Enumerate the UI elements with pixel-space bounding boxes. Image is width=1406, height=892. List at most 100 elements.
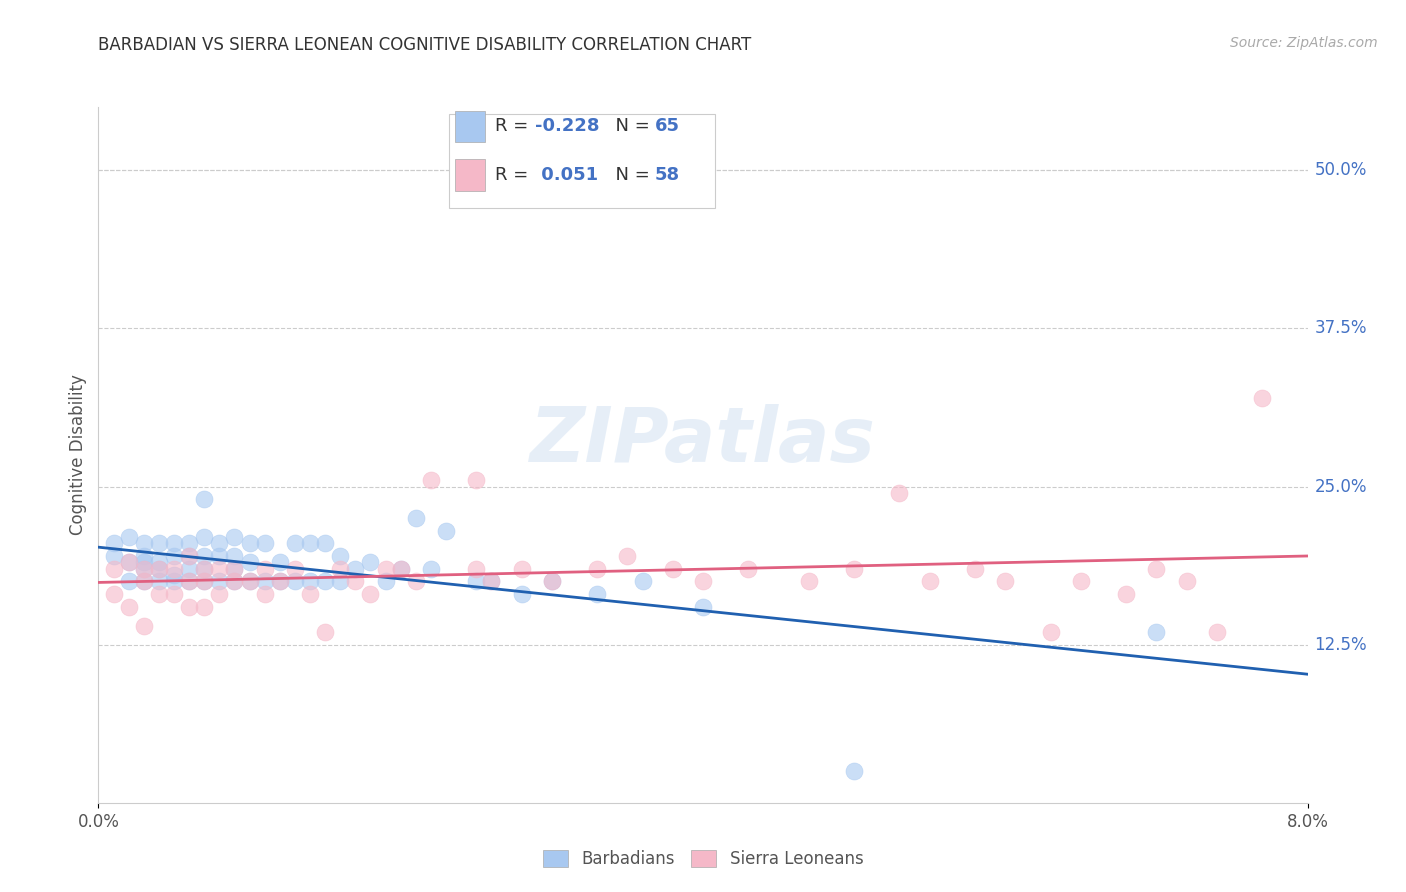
Point <box>1251 391 1274 405</box>
Point <box>208 574 231 589</box>
Point <box>329 562 352 576</box>
Point <box>148 587 170 601</box>
Point <box>994 574 1017 589</box>
Point <box>284 536 307 550</box>
Point <box>132 536 155 550</box>
Point <box>405 511 427 525</box>
Point <box>208 562 231 576</box>
Point <box>253 574 276 589</box>
Point <box>239 574 262 589</box>
Text: R =: R = <box>495 117 534 135</box>
Point <box>616 549 638 563</box>
Point <box>132 562 155 576</box>
Point <box>224 562 246 576</box>
Point <box>253 562 276 576</box>
Point <box>374 562 396 576</box>
Point <box>193 549 215 563</box>
Point <box>148 562 170 576</box>
Point <box>692 574 714 589</box>
Point <box>586 587 609 601</box>
Point <box>193 599 215 614</box>
Point <box>253 536 276 550</box>
Text: 0.051: 0.051 <box>534 166 598 184</box>
Point <box>103 536 125 550</box>
Point <box>193 574 215 589</box>
Point <box>1144 625 1167 640</box>
Text: 50.0%: 50.0% <box>1315 161 1367 179</box>
Point <box>510 562 533 576</box>
Point <box>661 562 683 576</box>
Legend: Barbadians, Sierra Leoneans: Barbadians, Sierra Leoneans <box>536 843 870 875</box>
Point <box>314 536 336 550</box>
Point <box>179 562 201 576</box>
Point <box>692 599 714 614</box>
Point <box>299 574 322 589</box>
Text: 37.5%: 37.5% <box>1315 319 1367 337</box>
Text: ZIPatlas: ZIPatlas <box>530 404 876 478</box>
Point <box>329 574 352 589</box>
Point <box>224 530 246 544</box>
Point <box>148 562 170 576</box>
FancyBboxPatch shape <box>456 111 485 142</box>
Point <box>631 574 654 589</box>
Point <box>163 549 186 563</box>
Point <box>540 574 562 589</box>
Point <box>510 587 533 601</box>
Text: N =: N = <box>603 117 655 135</box>
Point <box>1144 562 1167 576</box>
Point <box>148 574 170 589</box>
Point <box>405 574 427 589</box>
Point <box>132 618 155 632</box>
Point <box>479 574 503 589</box>
Point <box>103 562 125 576</box>
Point <box>284 562 307 576</box>
Point <box>269 556 291 570</box>
Point <box>179 549 201 563</box>
Point <box>118 556 141 570</box>
Point <box>163 562 186 576</box>
Point <box>389 562 412 576</box>
Point <box>253 587 276 601</box>
Point <box>132 574 155 589</box>
Point <box>344 562 367 576</box>
Point <box>586 562 609 576</box>
Point <box>479 574 503 589</box>
Point <box>148 536 170 550</box>
Point <box>465 574 488 589</box>
Point <box>389 562 412 576</box>
Point <box>1039 625 1062 640</box>
Point <box>208 587 231 601</box>
Text: N =: N = <box>603 166 655 184</box>
Point <box>918 574 941 589</box>
FancyBboxPatch shape <box>449 114 716 208</box>
Point <box>434 524 457 538</box>
Point <box>179 549 201 563</box>
Point <box>208 536 231 550</box>
Text: 25.0%: 25.0% <box>1315 477 1367 496</box>
Point <box>239 536 262 550</box>
Point <box>419 473 441 487</box>
Text: Source: ZipAtlas.com: Source: ZipAtlas.com <box>1230 36 1378 50</box>
Point <box>299 587 322 601</box>
Point <box>844 764 866 779</box>
Point <box>239 556 262 570</box>
Point <box>118 530 141 544</box>
Point <box>163 568 186 582</box>
Point <box>239 574 262 589</box>
Point <box>314 574 336 589</box>
Point <box>132 562 155 576</box>
Point <box>1175 574 1198 589</box>
Point <box>163 536 186 550</box>
Point <box>193 530 215 544</box>
Point <box>889 486 911 500</box>
FancyBboxPatch shape <box>456 159 485 191</box>
Point <box>179 574 201 589</box>
Point <box>965 562 987 576</box>
Point <box>132 574 155 589</box>
Point <box>193 574 215 589</box>
Point <box>224 574 246 589</box>
Point <box>797 574 820 589</box>
Point <box>179 574 201 589</box>
Point <box>193 562 215 576</box>
Point <box>163 574 186 589</box>
